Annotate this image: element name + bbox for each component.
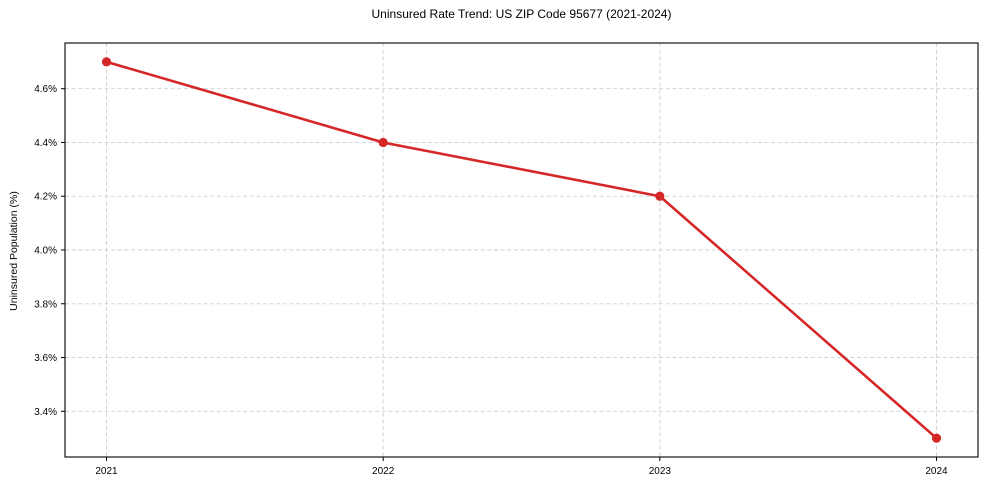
data-point [655,191,665,201]
x-tick-label: 2021 [95,466,118,477]
data-point [378,137,388,148]
y-tick-label: 3.4% [34,407,57,418]
y-tick-label: 4.4% [34,138,57,149]
data-point [101,57,112,67]
y-tick-label: 4.2% [34,192,57,203]
y-tick-label: 4.6% [34,84,57,95]
y-tick-label: 3.8% [34,299,57,310]
y-tick-label: 3.6% [34,353,57,364]
x-tick-label: 2024 [925,466,948,477]
trend-line [105,60,938,440]
x-tick-label: 2022 [372,466,395,477]
chart-title: Uninsured Rate Trend: US ZIP Code 95677 … [371,7,672,21]
data-point [931,433,942,443]
y-tick-label: 4.0% [34,246,57,257]
x-tick-label: 2023 [649,466,672,477]
